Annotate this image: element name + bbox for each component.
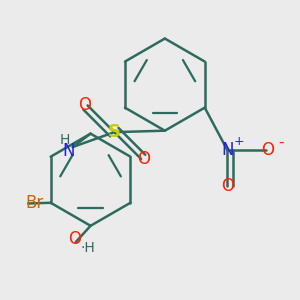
Text: O: O [261, 141, 274, 159]
Text: +: + [233, 135, 244, 148]
Text: O: O [221, 177, 234, 195]
Text: O: O [68, 230, 81, 248]
Text: H: H [60, 133, 70, 147]
Text: Br: Br [25, 194, 43, 212]
Text: O: O [78, 96, 91, 114]
Text: ·H: ·H [80, 241, 95, 255]
Text: N: N [221, 141, 233, 159]
Text: S: S [108, 123, 121, 141]
Text: O: O [138, 150, 151, 168]
Text: -: - [278, 135, 284, 150]
Text: N: N [62, 142, 74, 160]
